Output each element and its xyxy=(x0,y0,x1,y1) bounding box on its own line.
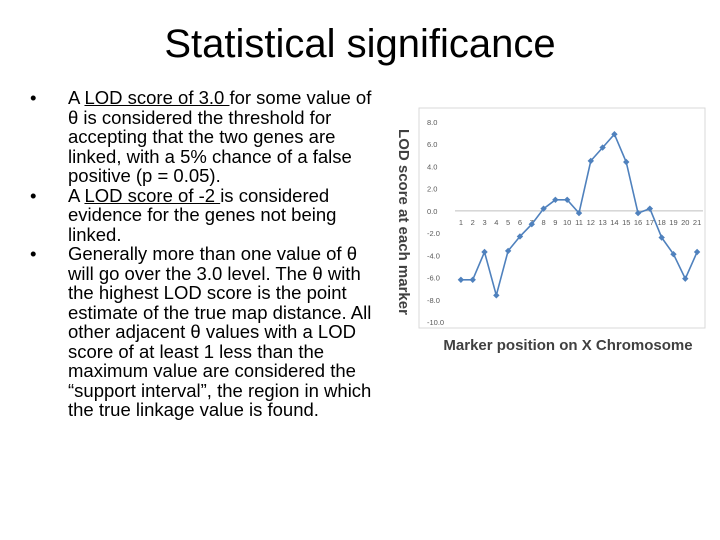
y-tick-label: 0.0 xyxy=(427,207,437,216)
x-tick-label: 20 xyxy=(681,218,689,227)
x-tick-label: 10 xyxy=(563,218,571,227)
data-point xyxy=(670,251,677,258)
x-tick-label: 21 xyxy=(693,218,701,227)
bullet-dot: • xyxy=(30,184,37,206)
bullet-dot: • xyxy=(30,87,37,108)
bullet-item: • A LOD score of -2 is considered eviden… xyxy=(30,184,380,245)
data-point xyxy=(493,292,500,299)
y-tick-label: 4.0 xyxy=(427,162,437,171)
x-tick-label: 15 xyxy=(622,218,630,227)
x-tick-label: 1 xyxy=(459,218,463,227)
bullet-dot: • xyxy=(30,243,37,264)
x-tick-label: 3 xyxy=(482,218,486,227)
x-tick-label: 13 xyxy=(598,218,606,227)
bullet-text-lead: A xyxy=(68,184,85,206)
x-tick-label: 6 xyxy=(518,218,522,227)
y-tick-label: 6.0 xyxy=(427,140,437,149)
data-point xyxy=(528,221,535,228)
x-tick-label: 17 xyxy=(646,218,654,227)
data-point xyxy=(481,248,488,256)
x-tick-label: 16 xyxy=(634,218,642,227)
y-tick-label: -10.0 xyxy=(427,318,444,327)
lod-score-chart: LOD score at each marker 8.0 6.0 4.0 2.0 0.0 -… xyxy=(395,107,706,354)
x-tick-label: 8 xyxy=(541,218,545,227)
x-tick-label: 2 xyxy=(471,218,475,227)
bullet-item: • Generally more than one value of θ wil… xyxy=(30,244,380,420)
x-tick-label: 18 xyxy=(657,218,665,227)
bullet-text-rest: for some value of θ is considered the th… xyxy=(68,87,372,186)
data-point xyxy=(504,247,512,255)
y-tick-label: 2.0 xyxy=(427,185,437,194)
y-tick-label: -6.0 xyxy=(427,274,440,283)
bullet-item: • A LOD score of 3.0 for some value of θ… xyxy=(30,88,380,186)
data-point xyxy=(693,248,701,256)
data-point xyxy=(457,276,465,283)
bullet-list: • A LOD score of 3.0 for some value of θ… xyxy=(30,88,380,420)
bullet-text-rest: Generally more than one value of θ will … xyxy=(68,243,372,420)
x-tick-label: 11 xyxy=(575,218,583,227)
x-tick-label: 4 xyxy=(494,218,498,227)
x-tick-label: 14 xyxy=(610,218,618,227)
data-point xyxy=(575,209,583,217)
bullet-text-underlined: LOD score of 3.0 xyxy=(84,87,230,108)
data-point xyxy=(611,131,618,138)
data-point xyxy=(623,158,630,166)
y-axis-label: LOD score at each marker xyxy=(395,129,412,315)
x-tick-label: 12 xyxy=(587,218,595,227)
x-tick-label: 19 xyxy=(669,218,677,227)
y-tick-label: -8.0 xyxy=(427,296,440,305)
bullet-text-rest: is considered evidence for the genes not… xyxy=(68,184,337,245)
y-tick-label: -2.0 xyxy=(427,229,440,238)
y-tick-label: -4.0 xyxy=(427,251,440,260)
chart-frame xyxy=(418,107,706,329)
x-tick-label: 9 xyxy=(553,218,557,227)
y-tick-label: 8.0 xyxy=(427,118,437,127)
page-title: Statistical significance xyxy=(164,22,556,66)
data-point xyxy=(469,276,476,283)
data-point xyxy=(599,144,606,151)
x-tick-label: 5 xyxy=(506,218,510,227)
bullet-text-underlined: LOD score of -2 xyxy=(84,184,221,206)
x-axis-label: Marker position on X Chromosome xyxy=(443,337,692,354)
bullet-text-lead: A xyxy=(68,87,85,108)
data-point xyxy=(682,275,689,282)
